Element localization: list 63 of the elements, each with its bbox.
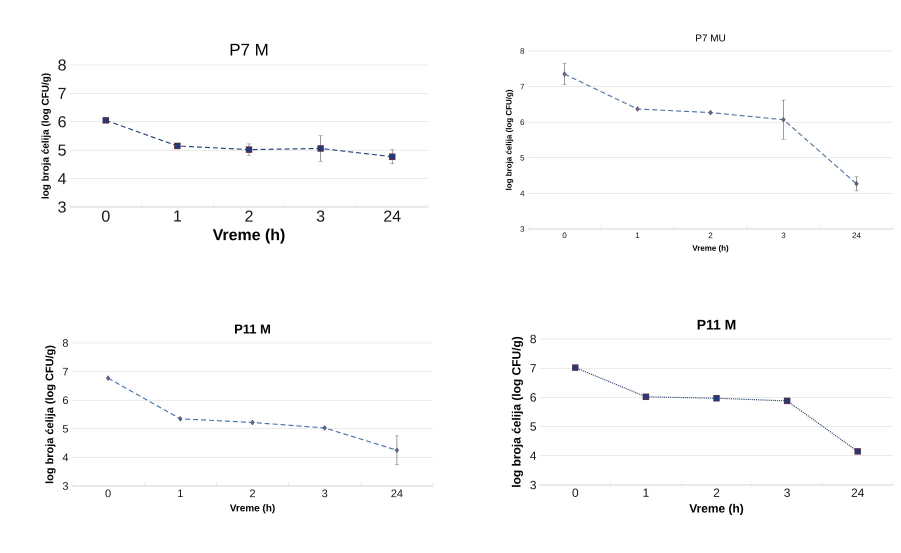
x-tick-label: 0 <box>572 488 578 497</box>
point <box>572 364 579 371</box>
y-tick-label: 8 <box>62 339 68 347</box>
y-tick-label: 3 <box>62 482 68 490</box>
point <box>642 394 650 400</box>
point <box>246 146 252 153</box>
x-tick-label: 0 <box>102 210 110 222</box>
point <box>854 181 859 186</box>
x-tick-label: 2 <box>714 488 720 497</box>
y-tick-label: 8 <box>58 59 66 71</box>
y-tick-label: 7 <box>62 368 68 376</box>
y-tick-label: 5 <box>530 422 536 431</box>
x-tick-label: 3 <box>322 490 328 498</box>
x-tick-label: 24 <box>384 210 401 222</box>
x-tick-label: 24 <box>391 490 403 498</box>
x-tick-label: 24 <box>852 488 864 497</box>
y-tick-label: 3 <box>530 480 536 490</box>
point <box>174 142 181 150</box>
point <box>250 420 255 426</box>
x-tick-label: 3 <box>316 210 324 222</box>
point <box>102 117 110 124</box>
y-tick-label: 4 <box>58 173 66 184</box>
x-axis-title: Vreme (h) <box>230 504 275 514</box>
x-tick-label: 2 <box>250 490 256 498</box>
y-tick-label: 6 <box>530 393 536 402</box>
point <box>854 448 861 455</box>
y-axis-title: log broja ćelija (log CFU/g) <box>41 73 51 198</box>
y-tick-label: 8 <box>530 334 536 344</box>
x-tick-label: 0 <box>105 490 111 498</box>
y-tick-label: 5 <box>58 144 66 156</box>
point <box>708 110 713 116</box>
x-tick-label: 1 <box>643 488 649 497</box>
chart-title: P7 MU <box>696 34 725 42</box>
y-axis-title: log broja ćelija (log CFU/g) <box>512 336 523 487</box>
y-tick-label: 3 <box>58 201 66 213</box>
point <box>317 145 324 152</box>
point <box>635 106 640 112</box>
chart-title: P11 M <box>235 324 270 334</box>
x-axis-title: Vreme (h) <box>689 504 744 515</box>
point <box>178 416 182 422</box>
point <box>322 425 327 431</box>
y-tick-label: 5 <box>62 424 68 433</box>
x-axis-title: Vreme (h) <box>212 228 285 244</box>
y-tick-label: 4 <box>62 454 68 462</box>
point <box>389 154 396 160</box>
chart-title: P7 M <box>230 44 268 56</box>
x-tick-label: 1 <box>174 210 182 222</box>
chart-title: P11 M <box>698 320 736 330</box>
y-tick-label: 7 <box>58 88 66 99</box>
x-tick-label: 2 <box>245 210 253 222</box>
point <box>394 448 399 453</box>
point <box>106 375 110 381</box>
x-tick-label: 3 <box>784 488 790 497</box>
point <box>781 116 786 122</box>
y-axis-title: log broja ćelija (log CFU/g) <box>45 346 56 484</box>
x-tick-label: 1 <box>178 490 183 498</box>
y-tick-label: 6 <box>62 396 68 404</box>
point <box>562 71 567 77</box>
point <box>784 398 790 404</box>
point <box>713 395 720 402</box>
y-tick-label: 7 <box>530 364 536 372</box>
y-tick-label: 4 <box>530 452 536 460</box>
y-tick-label: 6 <box>58 116 66 128</box>
